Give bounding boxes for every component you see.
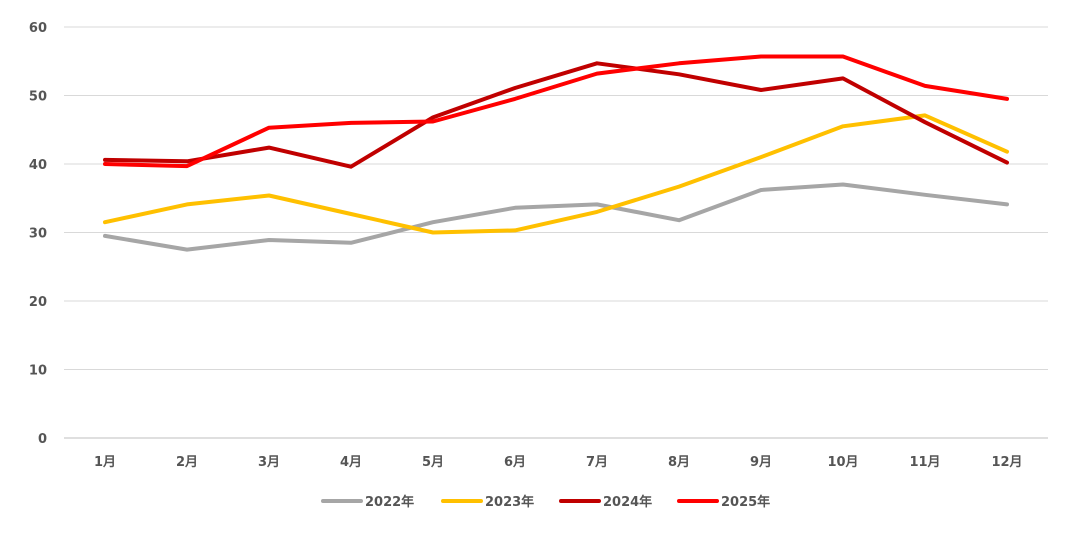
x-tick-label: 1月 [94, 455, 116, 470]
legend-item-2022年: 2022年 [321, 494, 414, 510]
x-tick-label: 11月 [909, 455, 940, 470]
y-tick-label: 20 [29, 295, 47, 310]
x-tick-label: 8月 [668, 455, 690, 470]
legend-label: 2022年 [365, 494, 414, 510]
legend-label: 2023年 [485, 494, 534, 510]
x-tick-label: 7月 [586, 455, 608, 470]
legend-item-2024年: 2024年 [559, 494, 652, 510]
y-tick-label: 60 [29, 21, 47, 36]
legend-label: 2024年 [603, 494, 652, 510]
x-tick-label: 4月 [340, 455, 362, 470]
y-tick-label: 10 [29, 364, 47, 379]
x-tick-label: 5月 [422, 455, 444, 470]
legend-item-2025年: 2025年 [677, 494, 770, 510]
legend-label: 2025年 [721, 494, 770, 510]
series-line-2022年 [103, 182, 1009, 252]
y-tick-label: 0 [38, 432, 47, 447]
series-lines [103, 54, 1009, 252]
x-tick-label: 12月 [991, 455, 1022, 470]
x-tick-label: 9月 [750, 455, 772, 470]
y-axis-tick-labels: 0 10 20 30 40 50 60 [29, 21, 47, 447]
x-tick-label: 3月 [258, 455, 280, 470]
x-tick-label: 6月 [504, 455, 526, 470]
gridlines [64, 26, 1048, 439]
y-tick-label: 50 [29, 90, 47, 105]
series-line-2025年 [103, 54, 1009, 169]
x-tick-label: 10月 [827, 455, 858, 470]
legend-item-2023年: 2023年 [441, 494, 534, 510]
series-line-2024年 [103, 61, 1009, 169]
y-tick-label: 30 [29, 227, 47, 242]
legend: 2022年 2023年 2024年 2025年 [321, 494, 770, 510]
x-axis-tick-labels: 1月 2月 3月 4月 5月 6月 7月 8月 9月 10月 11月 12月 [94, 455, 1023, 470]
series-line-2023年 [103, 113, 1009, 235]
x-tick-label: 2月 [176, 455, 198, 470]
y-tick-label: 40 [29, 158, 47, 173]
